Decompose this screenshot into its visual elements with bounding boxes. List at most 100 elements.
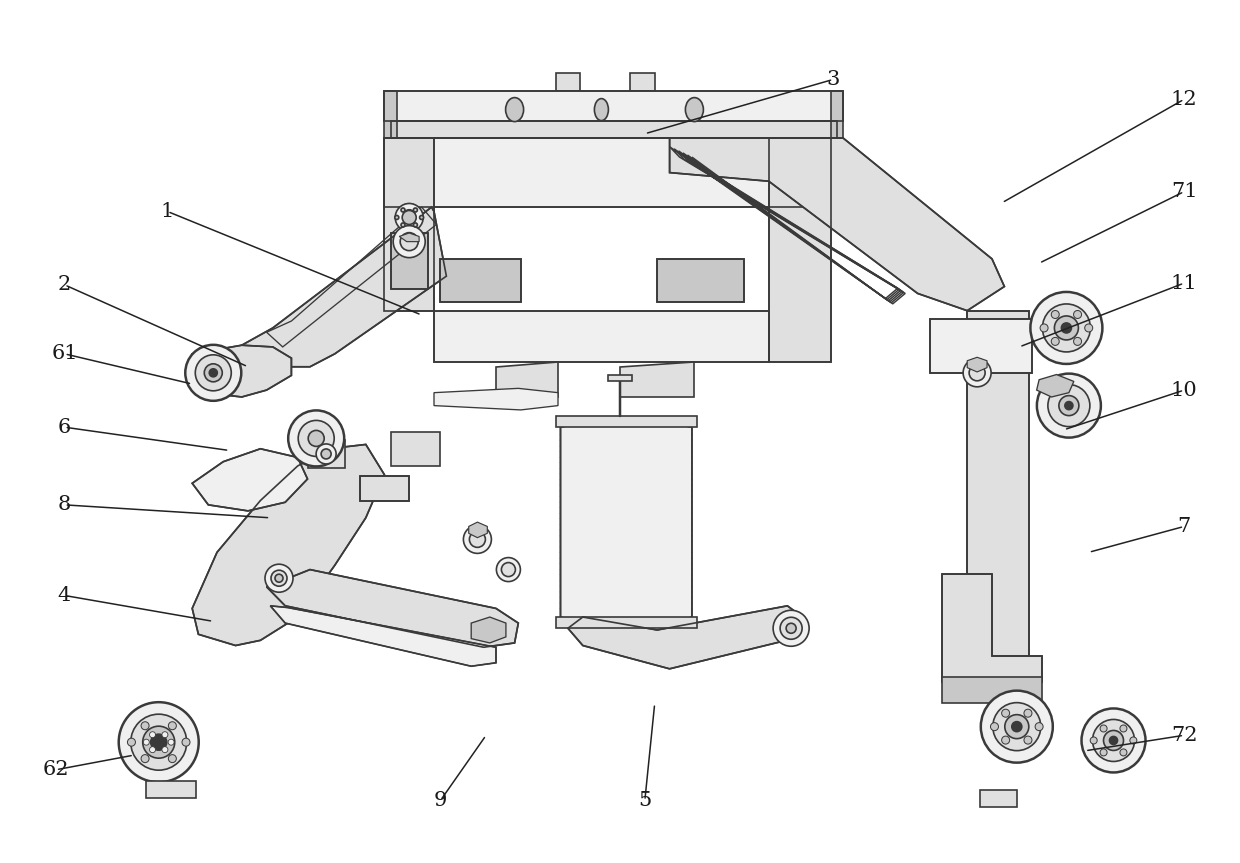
- Circle shape: [1048, 385, 1090, 426]
- Circle shape: [272, 570, 286, 586]
- Circle shape: [413, 208, 418, 212]
- Circle shape: [1024, 709, 1032, 717]
- Text: 3: 3: [827, 70, 839, 89]
- Polygon shape: [967, 357, 987, 372]
- Polygon shape: [670, 138, 1004, 311]
- Circle shape: [144, 740, 149, 745]
- Circle shape: [162, 732, 167, 738]
- Polygon shape: [471, 617, 506, 643]
- Circle shape: [1030, 292, 1102, 364]
- Ellipse shape: [506, 98, 523, 122]
- Circle shape: [496, 557, 521, 582]
- Polygon shape: [186, 345, 291, 397]
- Ellipse shape: [594, 98, 609, 121]
- Circle shape: [1110, 736, 1117, 745]
- Polygon shape: [384, 138, 843, 207]
- Polygon shape: [930, 319, 1032, 373]
- Text: 11: 11: [1171, 274, 1198, 293]
- Circle shape: [1104, 730, 1123, 751]
- Circle shape: [470, 532, 485, 547]
- Text: 9: 9: [434, 791, 446, 810]
- Circle shape: [288, 411, 345, 466]
- Circle shape: [141, 754, 149, 763]
- Circle shape: [1002, 709, 1009, 717]
- Circle shape: [1059, 395, 1079, 416]
- Polygon shape: [620, 362, 694, 397]
- Circle shape: [786, 623, 796, 633]
- Text: 8: 8: [58, 495, 71, 514]
- Circle shape: [1090, 737, 1097, 744]
- Circle shape: [321, 449, 331, 459]
- Text: 71: 71: [1171, 182, 1198, 201]
- Polygon shape: [630, 73, 655, 91]
- Circle shape: [185, 345, 242, 400]
- Text: 12: 12: [1171, 90, 1198, 109]
- Polygon shape: [434, 388, 558, 410]
- Circle shape: [402, 211, 417, 224]
- Circle shape: [130, 715, 187, 770]
- Circle shape: [1100, 725, 1107, 732]
- Circle shape: [119, 702, 198, 782]
- Circle shape: [150, 746, 155, 753]
- Circle shape: [1004, 715, 1029, 739]
- Circle shape: [143, 726, 175, 759]
- Circle shape: [981, 690, 1053, 763]
- Polygon shape: [568, 606, 806, 669]
- Polygon shape: [769, 138, 831, 362]
- Circle shape: [1040, 324, 1048, 332]
- Polygon shape: [556, 416, 697, 427]
- Polygon shape: [192, 449, 308, 511]
- Text: 2: 2: [58, 275, 71, 294]
- Polygon shape: [308, 440, 345, 468]
- Text: 72: 72: [1171, 726, 1198, 745]
- Circle shape: [128, 738, 135, 746]
- Circle shape: [1052, 337, 1059, 345]
- Circle shape: [182, 738, 190, 746]
- Circle shape: [401, 223, 405, 227]
- Circle shape: [401, 233, 418, 250]
- Polygon shape: [560, 423, 692, 623]
- Circle shape: [1043, 304, 1090, 352]
- Text: 5: 5: [639, 791, 651, 810]
- Polygon shape: [556, 617, 697, 628]
- Text: 1: 1: [161, 202, 174, 221]
- Circle shape: [1081, 709, 1146, 772]
- Circle shape: [275, 574, 283, 583]
- Ellipse shape: [686, 98, 703, 122]
- Polygon shape: [608, 375, 632, 381]
- Polygon shape: [384, 91, 397, 155]
- Circle shape: [397, 204, 422, 228]
- Circle shape: [1054, 316, 1079, 340]
- Polygon shape: [270, 606, 496, 666]
- Circle shape: [970, 365, 985, 381]
- Text: 6: 6: [58, 418, 71, 437]
- Text: 61: 61: [51, 344, 78, 363]
- Polygon shape: [192, 444, 384, 646]
- Circle shape: [1037, 374, 1101, 438]
- Circle shape: [401, 208, 405, 212]
- Circle shape: [265, 564, 293, 592]
- Polygon shape: [440, 259, 521, 302]
- Polygon shape: [384, 91, 843, 121]
- Polygon shape: [146, 781, 196, 798]
- Circle shape: [780, 617, 802, 639]
- Circle shape: [162, 746, 167, 753]
- Circle shape: [501, 563, 516, 576]
- Circle shape: [773, 610, 810, 646]
- Polygon shape: [980, 790, 1017, 807]
- Circle shape: [1074, 311, 1081, 318]
- Polygon shape: [496, 362, 558, 397]
- Circle shape: [1061, 323, 1071, 333]
- Polygon shape: [242, 207, 446, 367]
- Polygon shape: [556, 73, 580, 91]
- Circle shape: [210, 369, 217, 377]
- Polygon shape: [967, 311, 1029, 686]
- Polygon shape: [942, 574, 1042, 682]
- Polygon shape: [1037, 375, 1074, 397]
- Polygon shape: [391, 121, 837, 138]
- Circle shape: [1100, 749, 1107, 756]
- Polygon shape: [469, 522, 487, 538]
- Circle shape: [1130, 737, 1137, 744]
- Text: 7: 7: [1178, 517, 1190, 536]
- Circle shape: [1052, 311, 1059, 318]
